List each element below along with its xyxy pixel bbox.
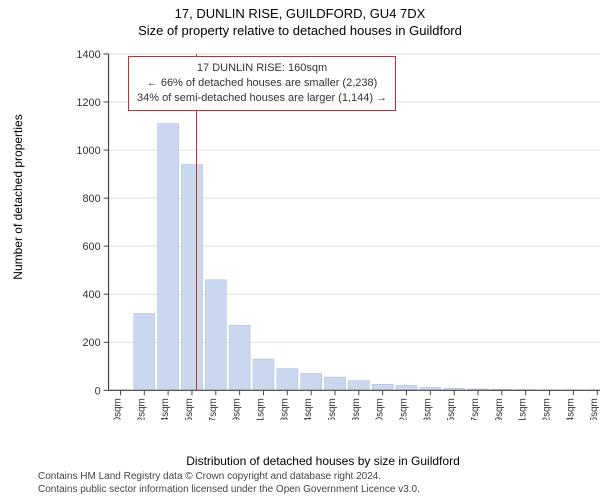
bar xyxy=(181,164,202,390)
y-tick-label: 600 xyxy=(82,241,100,253)
x-tick-label: 376sqm xyxy=(327,398,338,420)
x-tick-label: 42sqm xyxy=(136,398,147,420)
bar xyxy=(229,325,250,390)
x-axis-label: Distribution of detached houses by size … xyxy=(70,454,576,468)
bar xyxy=(348,381,369,391)
y-axis-label-container: Number of detached properties xyxy=(8,0,28,420)
x-tick-label: 418sqm xyxy=(351,398,362,420)
callout-line-2: ← 66% of detached houses are smaller (2,… xyxy=(137,76,387,91)
x-tick-label: 0sqm xyxy=(112,398,123,420)
callout-box: 17 DUNLIN RISE: 160sqm ← 66% of detached… xyxy=(128,56,396,111)
x-tick-label: 627sqm xyxy=(470,398,481,420)
x-tick-label: 460sqm xyxy=(375,398,386,420)
y-tick-label: 800 xyxy=(82,193,100,205)
x-tick-label: 334sqm xyxy=(303,398,314,420)
callout-line-3: 34% of semi-detached houses are larger (… xyxy=(137,91,387,106)
x-tick-label: 711sqm xyxy=(518,398,529,420)
bar xyxy=(372,384,393,390)
x-tick-label: 669sqm xyxy=(494,398,505,420)
page-title: 17, DUNLIN RISE, GUILDFORD, GU4 7DX xyxy=(0,0,600,21)
y-axis-label: Number of detached properties xyxy=(11,97,25,297)
bar xyxy=(134,313,155,390)
callout-line-1: 17 DUNLIN RISE: 160sqm xyxy=(137,61,387,76)
x-tick-label: 84sqm xyxy=(160,398,171,420)
footer-attribution: Contains HM Land Registry data © Crown c… xyxy=(38,471,420,496)
y-tick-label: 0 xyxy=(95,385,101,397)
page-subtitle: Size of property relative to detached ho… xyxy=(0,21,600,42)
bar xyxy=(325,377,346,390)
y-tick-label: 200 xyxy=(82,337,100,349)
x-tick-label: 251sqm xyxy=(255,398,266,420)
y-tick-label: 1000 xyxy=(76,145,100,157)
bar xyxy=(277,369,298,391)
y-tick-label: 1400 xyxy=(76,50,100,61)
footer-line-1: Contains HM Land Registry data © Crown c… xyxy=(38,471,420,484)
y-tick-label: 400 xyxy=(82,289,100,301)
bar xyxy=(205,280,226,391)
bar xyxy=(301,374,322,391)
y-tick-label: 1200 xyxy=(76,97,100,109)
bar xyxy=(396,386,417,391)
x-tick-label: 794sqm xyxy=(565,398,576,420)
x-tick-label: 585sqm xyxy=(446,398,457,420)
x-tick-label: 836sqm xyxy=(589,398,600,420)
footer-line-2: Contains public sector information licen… xyxy=(38,484,420,497)
x-tick-label: 125sqm xyxy=(184,398,195,420)
x-tick-label: 293sqm xyxy=(279,398,290,420)
x-tick-label: 543sqm xyxy=(422,398,433,420)
x-tick-label: 752sqm xyxy=(542,398,553,420)
x-tick-label: 167sqm xyxy=(208,398,219,420)
x-tick-label: 209sqm xyxy=(232,398,243,420)
x-tick-label: 502sqm xyxy=(399,398,410,420)
bar xyxy=(253,359,274,390)
bar xyxy=(158,124,179,391)
